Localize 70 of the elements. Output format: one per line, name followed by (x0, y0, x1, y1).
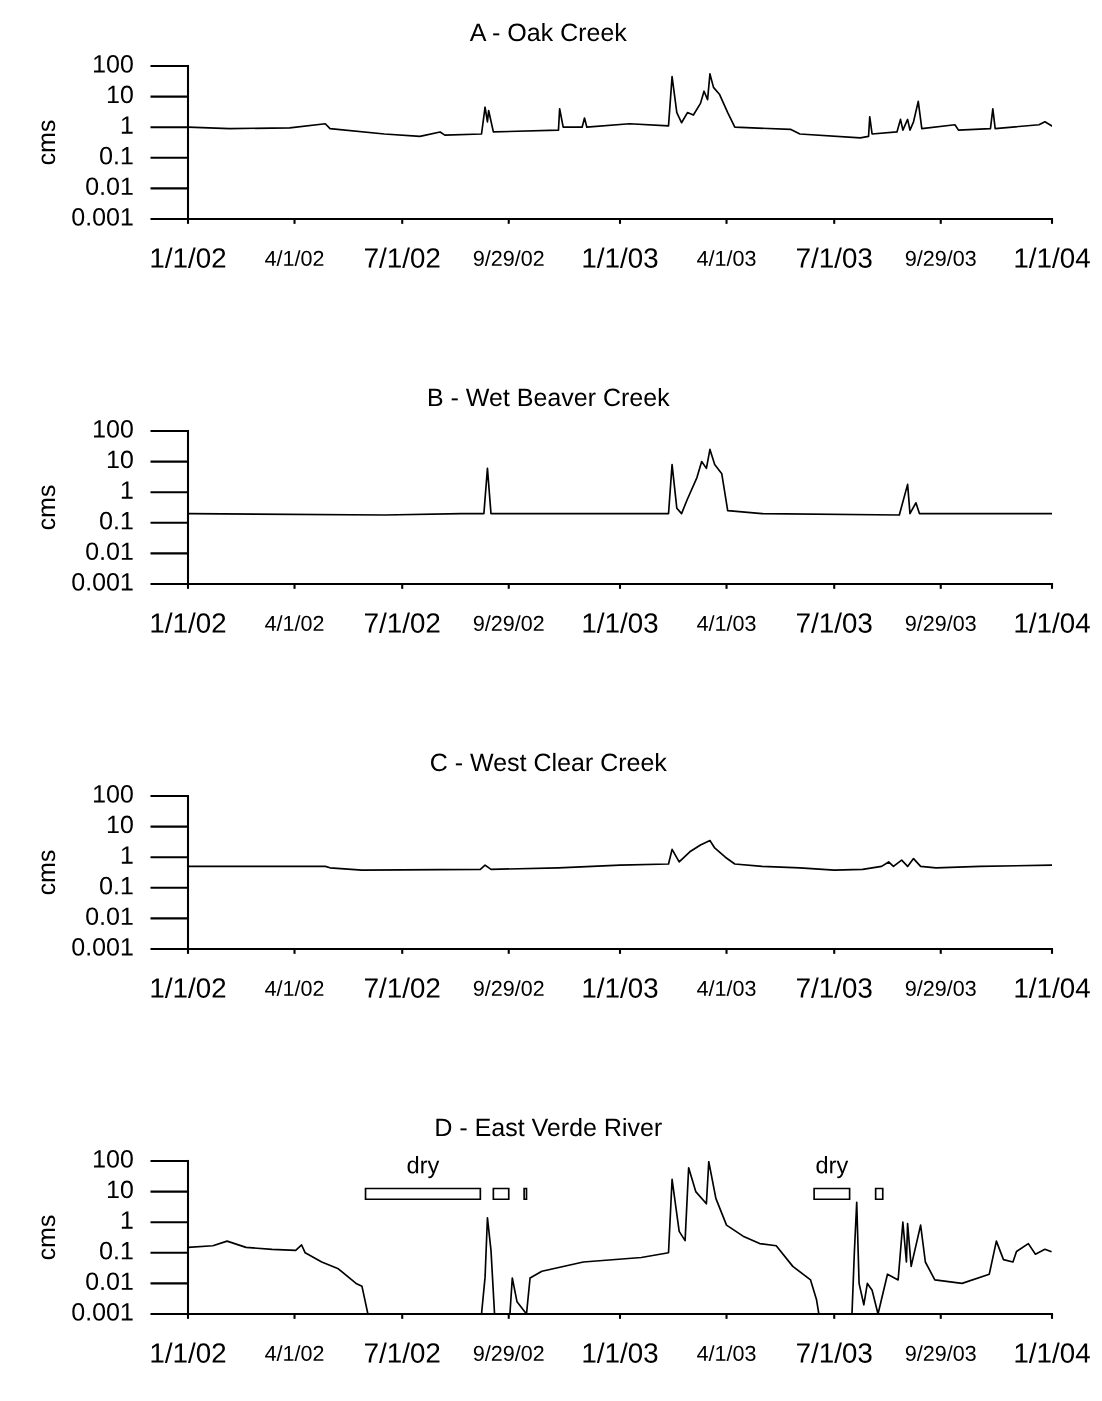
x-tick-label: 9/29/03 (905, 980, 976, 997)
x-tick-label: 9/29/02 (473, 980, 544, 997)
x-tick-label: 1/1/03 (583, 247, 658, 268)
x-tick-label: 9/29/03 (905, 250, 976, 267)
x-tick-label: 1/1/02 (151, 1342, 226, 1363)
y-axis-title: cms (41, 120, 56, 165)
x-tick-label: 1/1/03 (583, 1342, 658, 1363)
x-tick-label: 1/1/04 (1015, 247, 1090, 268)
chart-title: B - Wet Beaver Creek (429, 387, 670, 407)
x-tick-label: 9/29/02 (473, 250, 544, 267)
y-tick-label: 100 (94, 1150, 133, 1168)
x-tick-label: 1/1/04 (1015, 612, 1090, 633)
y-tick-label: 10 (107, 85, 133, 104)
x-tick-label: 1/1/04 (1015, 1342, 1090, 1363)
band-label: dry (407, 1156, 440, 1179)
x-tick-label: 4/1/03 (697, 250, 756, 267)
chart-title: D - East Verde River (436, 1117, 662, 1137)
y-tick-label: 0.1 (100, 511, 133, 530)
x-tick-label: 4/1/03 (697, 1345, 756, 1362)
x-tick-label: 7/1/02 (365, 1342, 440, 1363)
y-tick-label: 10 (107, 450, 133, 469)
y-tick-label: 0.001 (72, 1303, 133, 1321)
y-tick-label: 0.01 (86, 907, 133, 926)
y-tick-label: 0.01 (86, 1272, 133, 1291)
x-tick-label: 1/1/03 (583, 977, 658, 998)
x-tick-label: 1/1/02 (151, 977, 226, 998)
y-tick-label: 10 (107, 1180, 133, 1199)
y-tick-label: 0.1 (100, 876, 133, 895)
x-tick-label: 7/1/03 (797, 1342, 872, 1363)
y-tick-label: 1 (121, 1211, 133, 1229)
x-tick-label: 4/1/03 (697, 980, 756, 997)
x-tick-label: 1/1/04 (1015, 977, 1090, 998)
y-tick-label: 0.01 (86, 177, 133, 196)
x-tick-label: 9/29/02 (473, 615, 544, 632)
x-tick-label: 7/1/02 (365, 247, 440, 268)
y-tick-label: 1 (121, 116, 133, 134)
y-tick-label: 0.1 (100, 146, 133, 165)
y-tick-label: 0.001 (72, 573, 133, 591)
x-tick-label: 4/1/02 (265, 980, 324, 997)
x-tick-label: 9/29/03 (905, 1345, 976, 1362)
x-tick-label: 1/1/03 (583, 612, 658, 633)
band-label: dry (816, 1156, 849, 1179)
y-tick-label: 1 (121, 846, 133, 864)
x-tick-label: 4/1/02 (265, 615, 324, 632)
y-tick-label: 0.001 (72, 938, 133, 956)
chart-title: A - Oak Creek (469, 22, 627, 42)
chart-title: C - West Clear Creek (431, 752, 667, 772)
y-tick-label: 10 (107, 815, 133, 834)
y-axis-title: cms (41, 850, 56, 895)
y-tick-label: 0.01 (86, 542, 133, 561)
x-tick-label: 7/1/03 (797, 247, 872, 268)
x-tick-label: 9/29/03 (905, 615, 976, 632)
y-tick-label: 100 (94, 785, 133, 803)
x-tick-label: 7/1/02 (365, 977, 440, 998)
x-tick-label: 9/29/02 (473, 1345, 544, 1362)
y-tick-label: 1 (121, 481, 133, 499)
y-tick-label: 100 (94, 55, 133, 73)
x-tick-label: 1/1/02 (151, 612, 226, 633)
x-tick-label: 7/1/03 (797, 612, 872, 633)
x-tick-label: 7/1/03 (797, 977, 872, 998)
x-tick-label: 4/1/03 (697, 615, 756, 632)
x-tick-label: 7/1/02 (365, 612, 440, 633)
y-axis-title: cms (41, 485, 56, 530)
y-tick-label: 100 (94, 420, 133, 438)
x-tick-label: 4/1/02 (265, 250, 324, 267)
y-axis-title: cms (41, 1215, 56, 1260)
y-tick-label: 0.1 (100, 1241, 133, 1260)
x-tick-label: 4/1/02 (265, 1345, 324, 1362)
x-tick-label: 1/1/02 (151, 247, 226, 268)
y-tick-label: 0.001 (72, 208, 133, 226)
